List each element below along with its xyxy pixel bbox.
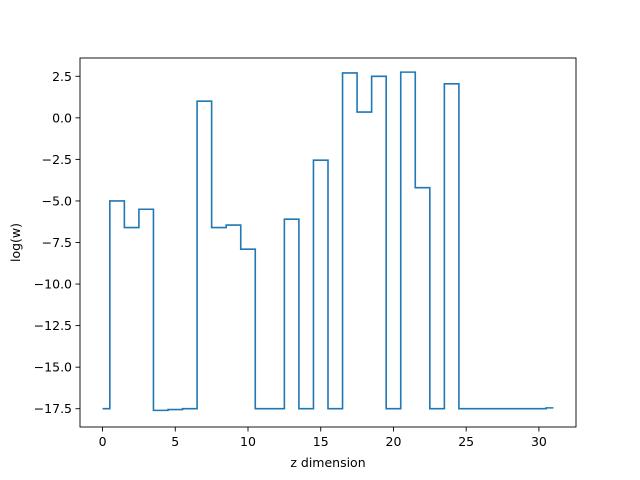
x-tick-label: 10 [240,434,256,449]
y-tick-label: −17.5 [34,401,72,416]
x-axis-label: z dimension [290,455,365,470]
y-tick-label: 2.5 [52,69,72,84]
series-line-0 [102,71,554,412]
y-axis-label: log(w) [8,223,23,262]
x-tick-label: 15 [313,434,329,449]
x-tick-label: 25 [458,434,474,449]
series-layer [102,71,554,412]
y-tick-label: −15.0 [34,360,72,375]
y-tick-label: −5.0 [42,193,72,208]
y-axis-ticks: 2.5 0.0 −2.5 −5.0 −7.5 −10.0 −12.5 −15.0 −17.5 [34,69,80,416]
x-axis-ticks: 0 5 10 15 20 25 30 [99,427,547,449]
y-tick-label: −7.5 [42,235,72,250]
x-tick-label: 20 [386,434,402,449]
y-tick-label: −10.0 [34,277,72,292]
y-tick-label: 0.0 [52,110,72,125]
y-tick-label: −12.5 [34,318,72,333]
x-tick-label: 30 [531,434,547,449]
x-tick-label: 0 [99,434,107,449]
y-tick-label: −2.5 [42,152,72,167]
x-tick-label: 5 [171,434,179,449]
